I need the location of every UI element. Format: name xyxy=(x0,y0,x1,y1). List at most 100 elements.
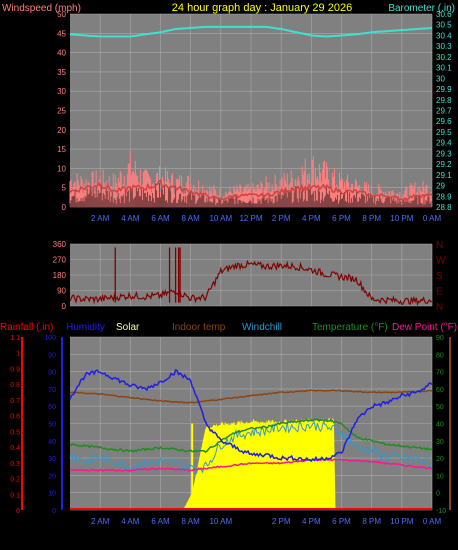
tick-label: 50 xyxy=(436,404,444,411)
tick-label: 0.1 xyxy=(10,492,20,499)
tick-label: 40 xyxy=(48,439,56,446)
tick-label: 0 AM xyxy=(423,214,442,223)
dewpoint-line xyxy=(70,458,433,472)
tick-label: 90 xyxy=(48,352,56,359)
tick-label: 8 AM xyxy=(182,517,201,526)
legend-entry: Indoor temp xyxy=(172,322,226,333)
tick-label: 10 AM xyxy=(209,214,232,223)
tick-label: 0.5 xyxy=(10,429,20,436)
tick-label: 10 AM xyxy=(209,517,232,526)
tick-label: 270 xyxy=(53,256,67,265)
barometer-line xyxy=(69,25,433,38)
tick-label: 30.5 xyxy=(436,21,452,30)
tick-label: 0 xyxy=(52,508,56,515)
tick-label: 29.8 xyxy=(436,96,452,105)
tick-label: 10 xyxy=(436,473,444,480)
tick-label: 5 xyxy=(62,184,67,193)
tick-label: 4 PM xyxy=(302,517,321,526)
tick-label: 8 PM xyxy=(362,517,381,526)
tick-label: 30 xyxy=(436,74,445,83)
legend-entry: Humidity xyxy=(66,322,105,333)
tick-label: 40 xyxy=(57,49,66,58)
tick-label: 90 xyxy=(57,287,66,296)
compass-label: N xyxy=(436,302,443,313)
legend-row: Rainfall (.in) Humidity Solar Indoor temp Wi… xyxy=(0,322,457,333)
tick-label: 28.8 xyxy=(436,203,452,212)
tick-label: 29.2 xyxy=(436,160,452,169)
tick-label: 30.4 xyxy=(436,31,452,40)
indoor-temp-line xyxy=(70,389,433,404)
tick-label: 80 xyxy=(48,370,56,377)
windspeed-axis-title: Windspeed (mph) xyxy=(2,3,81,14)
tick-label: 8 PM xyxy=(362,214,381,223)
tick-label: 100 xyxy=(44,335,56,342)
tick-label: 30 xyxy=(48,456,56,463)
tick-label: 70 xyxy=(436,370,444,377)
tick-label: 0 xyxy=(62,302,67,311)
tick-label: 6 PM xyxy=(332,214,351,223)
tick-label: 29.6 xyxy=(436,117,452,126)
tick-label: 30 xyxy=(57,87,66,96)
tick-label: 50 xyxy=(57,10,66,19)
compass-label: S xyxy=(436,271,443,282)
tick-label: 2 PM xyxy=(272,517,291,526)
tick-label: 6 AM xyxy=(151,517,170,526)
tick-label: 29.4 xyxy=(436,139,452,148)
tick-label: 29.9 xyxy=(436,85,452,94)
tick-label: 60 xyxy=(436,387,444,394)
tick-label: 6 AM xyxy=(151,214,170,223)
tick-label: 0.8 xyxy=(10,382,20,389)
tick-label: 40 xyxy=(436,422,444,429)
tick-label: 15 xyxy=(57,145,66,154)
tick-label: 70 xyxy=(48,387,56,394)
tick-label: 20 xyxy=(436,456,444,463)
tick-label: 28.9 xyxy=(436,192,452,201)
tick-label: 10 xyxy=(57,164,66,173)
tick-label: 2 PM xyxy=(272,214,291,223)
compass-label: N xyxy=(436,240,443,251)
humidity-line xyxy=(69,369,433,463)
tick-label: 30 xyxy=(436,439,444,446)
chart-title: 24 hour graph day : January 29 2026 xyxy=(172,2,352,14)
tick-label: 0 xyxy=(436,491,440,498)
tick-label: 10 PM xyxy=(390,214,413,223)
compass-label: W xyxy=(436,256,446,267)
tick-label: 6 PM xyxy=(332,517,351,526)
tick-label: 10 PM xyxy=(390,517,413,526)
tick-label: 30.3 xyxy=(436,42,452,51)
tick-label: 25 xyxy=(57,107,66,116)
tick-label: 0.7 xyxy=(10,398,20,405)
tick-label: 180 xyxy=(53,271,67,280)
tick-label: 90 xyxy=(436,335,444,342)
tick-label: 8 AM xyxy=(182,214,201,223)
tick-label: 29.1 xyxy=(436,171,452,180)
tick-label: 0 xyxy=(62,203,67,212)
tick-label: 0.2 xyxy=(10,477,20,484)
tick-label: 0.9 xyxy=(10,366,20,373)
barometer-axis-title: Barometer (.in) xyxy=(388,3,455,14)
tick-label: 60 xyxy=(48,404,56,411)
compass-label: E xyxy=(436,287,443,298)
tick-label: 360 xyxy=(53,240,67,249)
tick-label: 29.3 xyxy=(436,149,452,158)
legend-entry: Solar xyxy=(116,322,140,333)
legend-entry: Dew Point (°F) xyxy=(392,322,457,333)
tick-label: 0 xyxy=(16,508,20,515)
tick-label: 29.5 xyxy=(436,128,452,137)
tick-label: 29 xyxy=(436,182,445,191)
tick-label: 4 AM xyxy=(121,517,140,526)
tick-label: 0 AM xyxy=(423,517,442,526)
tick-label: 20 xyxy=(48,473,56,480)
tick-label: -10 xyxy=(436,508,446,515)
tick-label: 2 AM xyxy=(91,517,110,526)
tick-label: 30.1 xyxy=(436,64,452,73)
wind-barometer-chart: 0 5 10 15 20 25 30 35 40 45 50 28.8 28.929 29.1 29.2 29… xyxy=(57,10,452,223)
tick-label: 50 xyxy=(48,422,56,429)
tick-label: 30.6 xyxy=(436,10,452,19)
tick-label: 0.4 xyxy=(10,445,20,452)
tick-label: 1 xyxy=(16,351,20,358)
legend-entry: Rainfall (.in) xyxy=(0,322,53,333)
tick-label: 45 xyxy=(57,29,66,38)
